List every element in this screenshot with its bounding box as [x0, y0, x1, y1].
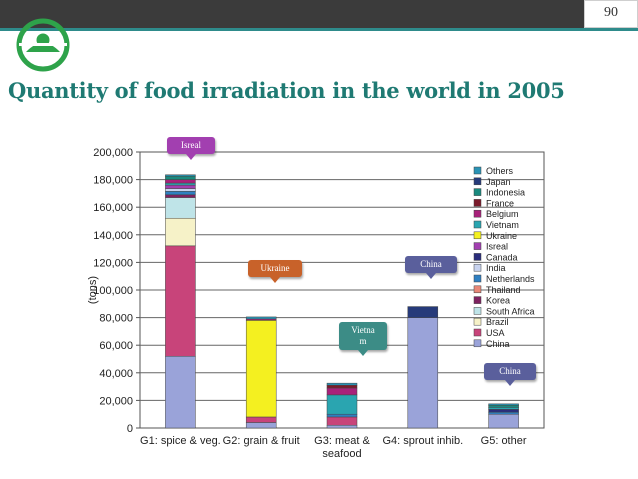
bar-segment — [326, 384, 358, 389]
callout-arrow — [426, 273, 436, 279]
x-tick-label: G5: other — [481, 435, 527, 447]
legend-label: India — [486, 263, 506, 273]
bar-segment — [488, 409, 519, 413]
legend-swatch — [473, 285, 482, 294]
legend-label: Vietnam — [486, 220, 519, 230]
legend-swatch — [473, 199, 482, 207]
radura-logo — [16, 18, 70, 72]
legend-label: Thailand — [486, 285, 521, 295]
page-number: 90 — [584, 0, 638, 28]
y-tick-label: 140,000 — [93, 230, 133, 242]
bar-segment — [165, 191, 196, 196]
legend-swatch — [473, 242, 482, 250]
legend-label: South Africa — [486, 306, 535, 316]
bar-segment — [165, 197, 196, 219]
legend-label: Others — [486, 166, 514, 176]
callout-vietnam: Vietna m — [339, 322, 387, 356]
legend-label: France — [486, 198, 514, 208]
top-accent-line — [0, 28, 638, 31]
y-tick-label: 100,000 — [93, 285, 133, 297]
legend-swatch — [473, 339, 482, 348]
bar-segment — [326, 413, 358, 418]
bar-segment — [326, 424, 358, 429]
bar-segment — [165, 174, 196, 177]
callout-china: China — [405, 256, 457, 279]
top-bar — [0, 0, 638, 28]
legend-label: Korea — [486, 296, 510, 306]
bar-segment — [165, 182, 196, 186]
x-tick-label: seafood — [322, 448, 361, 460]
y-tick-label: 160,000 — [93, 202, 133, 214]
legend-swatch — [473, 177, 482, 186]
bar-segment — [245, 320, 277, 418]
callout-china: China — [484, 363, 536, 386]
legend-label: Ukraine — [486, 231, 517, 241]
bar-segment — [165, 188, 196, 192]
bar-segment — [165, 175, 196, 180]
legend-label: Netherlands — [486, 274, 535, 284]
bar-segment — [488, 403, 519, 406]
legend-label: USA — [486, 328, 505, 338]
callout-ukraine: Ukraine — [248, 260, 302, 283]
bar-segment — [326, 394, 358, 415]
legend-label: Isreal — [486, 242, 508, 252]
x-tick-label: G4: sprout inhib. — [382, 435, 463, 447]
legend-label: Belgium — [486, 209, 519, 219]
callout-arrow — [186, 154, 196, 160]
bar-segment — [165, 194, 196, 198]
callout-isreal: Isreal — [167, 137, 215, 160]
legend-swatch — [473, 296, 482, 304]
bar-segment — [488, 404, 519, 408]
bar-segment — [245, 316, 277, 320]
bar-segment — [407, 317, 439, 429]
legend-label: Brazil — [486, 317, 509, 327]
bar-segment — [488, 411, 519, 415]
legend-swatch — [473, 328, 482, 337]
y-tick-label: 0 — [127, 423, 133, 435]
y-tick-label: 180,000 — [93, 175, 133, 187]
bar-segment — [488, 413, 519, 429]
bar-segment — [165, 355, 196, 429]
x-tick-label: G3: meat & — [314, 435, 370, 447]
y-axis-label: (tons) — [87, 276, 99, 304]
legend-label: Canada — [486, 252, 518, 262]
legend-swatch — [473, 263, 482, 272]
page-title: Quantity of food irradiation in the worl… — [8, 78, 565, 103]
x-tick-label: G2: grain & fruit — [223, 435, 300, 447]
legend-label: Indonesia — [486, 188, 525, 198]
legend-swatch — [473, 209, 482, 218]
bar-segment — [165, 184, 196, 189]
bar-segment — [326, 416, 358, 426]
bar-segment — [165, 245, 196, 357]
legend-swatch — [473, 231, 482, 240]
legend-swatch — [473, 166, 482, 175]
bar-segment — [407, 306, 439, 318]
y-tick-label: 80,000 — [99, 313, 133, 325]
legend-swatch — [473, 307, 482, 315]
y-tick-label: 120,000 — [93, 257, 133, 269]
bar-segment — [326, 382, 358, 386]
bar-segment — [326, 387, 358, 396]
legend-label: China — [486, 339, 510, 349]
y-tick-label: 60,000 — [99, 340, 133, 352]
callout-arrow — [270, 277, 280, 283]
legend-swatch — [473, 253, 482, 261]
legend-label: Japan — [486, 177, 511, 187]
bar-segment — [165, 179, 196, 184]
legend-swatch — [473, 274, 482, 283]
callout-arrow — [358, 350, 368, 356]
bar-segment — [245, 416, 277, 423]
y-tick-label: 200,000 — [93, 147, 133, 159]
legend-swatch — [473, 220, 482, 229]
bar-segment — [245, 422, 277, 429]
legend-swatch — [473, 188, 482, 196]
bar-segment — [488, 407, 519, 410]
callout-arrow — [505, 380, 515, 386]
legend-swatch — [473, 317, 482, 326]
bar-segment — [165, 217, 196, 247]
x-tick-label: G1: spice & veg. — [140, 435, 221, 447]
y-tick-label: 20,000 — [99, 395, 133, 407]
y-tick-label: 40,000 — [99, 368, 133, 380]
